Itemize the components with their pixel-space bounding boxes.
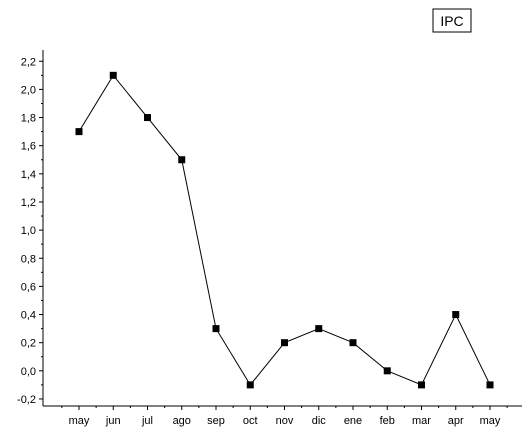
data-point (109, 71, 117, 79)
y-tick-label: 1,6 (21, 141, 36, 153)
data-point (383, 367, 391, 375)
legend-box (432, 8, 472, 33)
x-tick-label: mar (412, 415, 431, 427)
data-point (75, 128, 83, 136)
data-point (486, 381, 494, 389)
y-tick-label: 2,2 (21, 56, 36, 68)
y-tick-label: 1,2 (21, 197, 36, 209)
y-tick-label: -0,2 (17, 394, 36, 406)
y-tick-label: 0,6 (21, 281, 36, 293)
x-tick-label: jun (105, 415, 121, 427)
data-point (246, 381, 254, 389)
x-axis: may jun jul ago sep oct nov dic ene feb mar apr may (43, 405, 522, 427)
data-point (418, 381, 425, 389)
y-axis: -0,2 0,0 0,2 0,4 0,6 0,8 1,0 1,2 1,4 1,6 1,8 2,0 2,2 (17, 50, 44, 406)
data-point (144, 114, 151, 122)
x-tick-label: ene (344, 415, 362, 427)
data-point (315, 325, 323, 333)
y-tick-label: 1,0 (21, 225, 36, 237)
y-tick-label: 0,8 (21, 253, 36, 265)
data-point (212, 325, 220, 333)
x-tick-label: sep (207, 415, 225, 427)
y-tick-label: 1,8 (21, 113, 36, 125)
x-tick-label: dic (312, 415, 327, 427)
series-ipc (75, 71, 494, 389)
data-point (281, 339, 288, 347)
x-tick-label: may (69, 415, 90, 427)
x-tick-label: nov (276, 415, 294, 427)
x-tick-label: jul (141, 415, 153, 427)
y-tick-label: 0,2 (21, 338, 36, 350)
x-tick-label: may (480, 415, 501, 427)
x-tick-label: ago (173, 415, 191, 427)
x-tick-label: oct (243, 415, 258, 427)
x-tick-label: apr (448, 415, 464, 427)
x-tick-label: feb (380, 415, 395, 427)
y-tick-label: 0,4 (21, 310, 36, 322)
y-tick-label: 2,0 (21, 84, 36, 96)
data-point (349, 339, 357, 347)
data-point (178, 156, 186, 164)
legend-label: IPC (440, 13, 463, 29)
y-tick-label: 0,0 (21, 366, 36, 378)
y-tick-label: 1,4 (21, 169, 36, 181)
legend: IPC (432, 8, 472, 33)
data-point (452, 311, 460, 319)
series-line (78, 74, 491, 386)
